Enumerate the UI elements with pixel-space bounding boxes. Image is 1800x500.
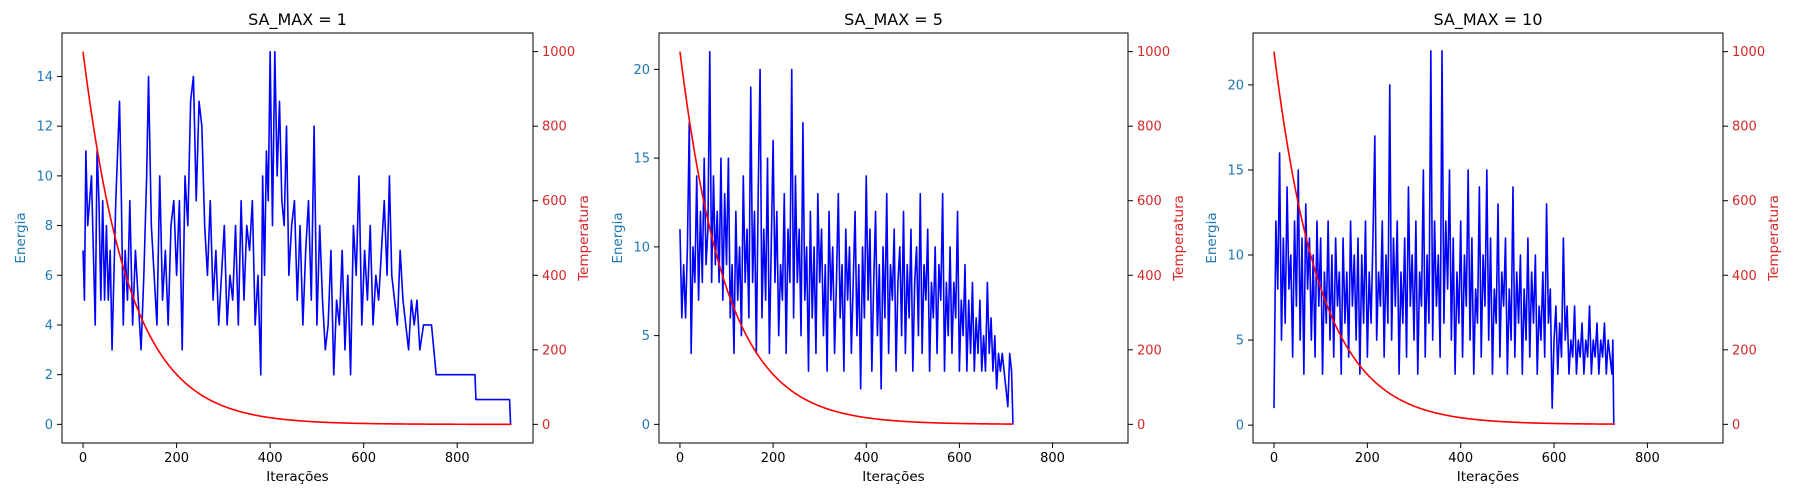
y-tick-label: 6 bbox=[45, 269, 53, 284]
temperature-series-line bbox=[679, 51, 1014, 425]
energy-series-line bbox=[1273, 50, 1615, 426]
y2-axis-label: Temperatura bbox=[1766, 195, 1782, 282]
y-axis-label: Energia bbox=[13, 212, 29, 263]
y2-axis-label: Temperatura bbox=[1171, 195, 1187, 282]
y-tick-label: 0 bbox=[45, 418, 53, 433]
chart-title: SA_MAX = 10 bbox=[1433, 10, 1542, 30]
x-tick-label: 200 bbox=[1355, 451, 1380, 466]
energy-series-line bbox=[82, 50, 512, 425]
y-axis-label: Energia bbox=[1204, 212, 1220, 263]
y-tick-label: 10 bbox=[1227, 249, 1244, 264]
energy-series-line bbox=[679, 50, 1014, 425]
temperature-series-line bbox=[1273, 51, 1615, 425]
x-tick-label: 0 bbox=[676, 451, 684, 466]
y2-tick-label: 800 bbox=[542, 120, 567, 135]
x-tick-label: 600 bbox=[947, 451, 972, 466]
y2-tick-label: 1000 bbox=[1732, 45, 1765, 60]
y-tick-label: 10 bbox=[36, 169, 53, 184]
y-tick-label: 5 bbox=[642, 329, 650, 344]
x-tick-label: 400 bbox=[1448, 451, 1473, 466]
y2-tick-label: 1000 bbox=[1137, 45, 1170, 60]
chart-panel-3: 0 200 400 600 8000510152002004006008001000SA… bbox=[1204, 10, 1782, 485]
x-tick-label: 800 bbox=[1040, 451, 1065, 466]
y2-tick-label: 200 bbox=[1732, 343, 1757, 358]
y-tick-label: 0 bbox=[1236, 419, 1244, 434]
plot-area-frame bbox=[1252, 32, 1724, 444]
x-tick-label: 400 bbox=[258, 451, 283, 466]
y2-tick-label: 0 bbox=[1732, 418, 1740, 433]
y-tick-label: 5 bbox=[1236, 334, 1244, 349]
y-tick-label: 10 bbox=[633, 240, 650, 255]
y2-tick-label: 0 bbox=[542, 418, 550, 433]
y-tick-label: 2 bbox=[45, 368, 53, 383]
y-axis-label: Energia bbox=[610, 212, 626, 263]
plot-area-frame bbox=[61, 32, 534, 444]
y2-tick-label: 200 bbox=[542, 343, 567, 358]
chart-panel-2: 0 200 400 600 8000510152002004006008001000SA… bbox=[610, 10, 1187, 485]
x-tick-label: 800 bbox=[445, 451, 470, 466]
chart-panel-1: 0 200 400 600 800 0 2 4 6 8 10 12 14 0 200 400 600 800 100… bbox=[13, 10, 592, 485]
y-tick-label: 15 bbox=[1227, 163, 1244, 178]
y2-tick-label: 1000 bbox=[542, 45, 575, 60]
y2-tick-label: 200 bbox=[1137, 343, 1162, 358]
x-tick-label: 600 bbox=[1542, 451, 1567, 466]
y-tick-label: 8 bbox=[45, 219, 53, 234]
x-tick-label: 0 bbox=[1270, 451, 1278, 466]
y-tick-label: 12 bbox=[36, 120, 53, 135]
y2-tick-label: 0 bbox=[1137, 418, 1145, 433]
chart-title: SA_MAX = 1 bbox=[248, 10, 347, 30]
y-tick-label: 20 bbox=[633, 63, 650, 78]
x-tick-label: 400 bbox=[854, 451, 879, 466]
y2-tick-label: 400 bbox=[1732, 269, 1757, 284]
y2-tick-label: 600 bbox=[542, 194, 567, 209]
x-tick-label: 0 bbox=[79, 451, 87, 466]
x-tick-label: 200 bbox=[164, 451, 189, 466]
x-axis-label: Iterações bbox=[1457, 469, 1519, 485]
plot-area-frame bbox=[658, 32, 1129, 444]
y-tick-label: 15 bbox=[633, 152, 650, 167]
y-tick-label: 14 bbox=[36, 70, 53, 85]
y2-tick-label: 400 bbox=[542, 269, 567, 284]
chart-title: SA_MAX = 5 bbox=[844, 10, 943, 30]
y2-axis-label: Temperatura bbox=[576, 195, 592, 282]
temperature-series-line bbox=[82, 51, 512, 426]
y-tick-label: 20 bbox=[1227, 78, 1244, 93]
x-tick-label: 600 bbox=[351, 451, 376, 466]
y2-tick-label: 600 bbox=[1137, 194, 1162, 209]
x-tick-label: 200 bbox=[761, 451, 786, 466]
y2-tick-label: 800 bbox=[1137, 120, 1162, 135]
x-tick-label: 800 bbox=[1635, 451, 1660, 466]
y2-tick-label: 800 bbox=[1732, 120, 1757, 135]
y2-tick-label: 600 bbox=[1732, 194, 1757, 209]
y-tick-label: 4 bbox=[45, 318, 53, 333]
x-axis-label: Iterações bbox=[862, 469, 924, 485]
y2-tick-label: 400 bbox=[1137, 269, 1162, 284]
y-tick-label: 0 bbox=[642, 418, 650, 433]
x-axis-label: Iterações bbox=[266, 469, 328, 485]
